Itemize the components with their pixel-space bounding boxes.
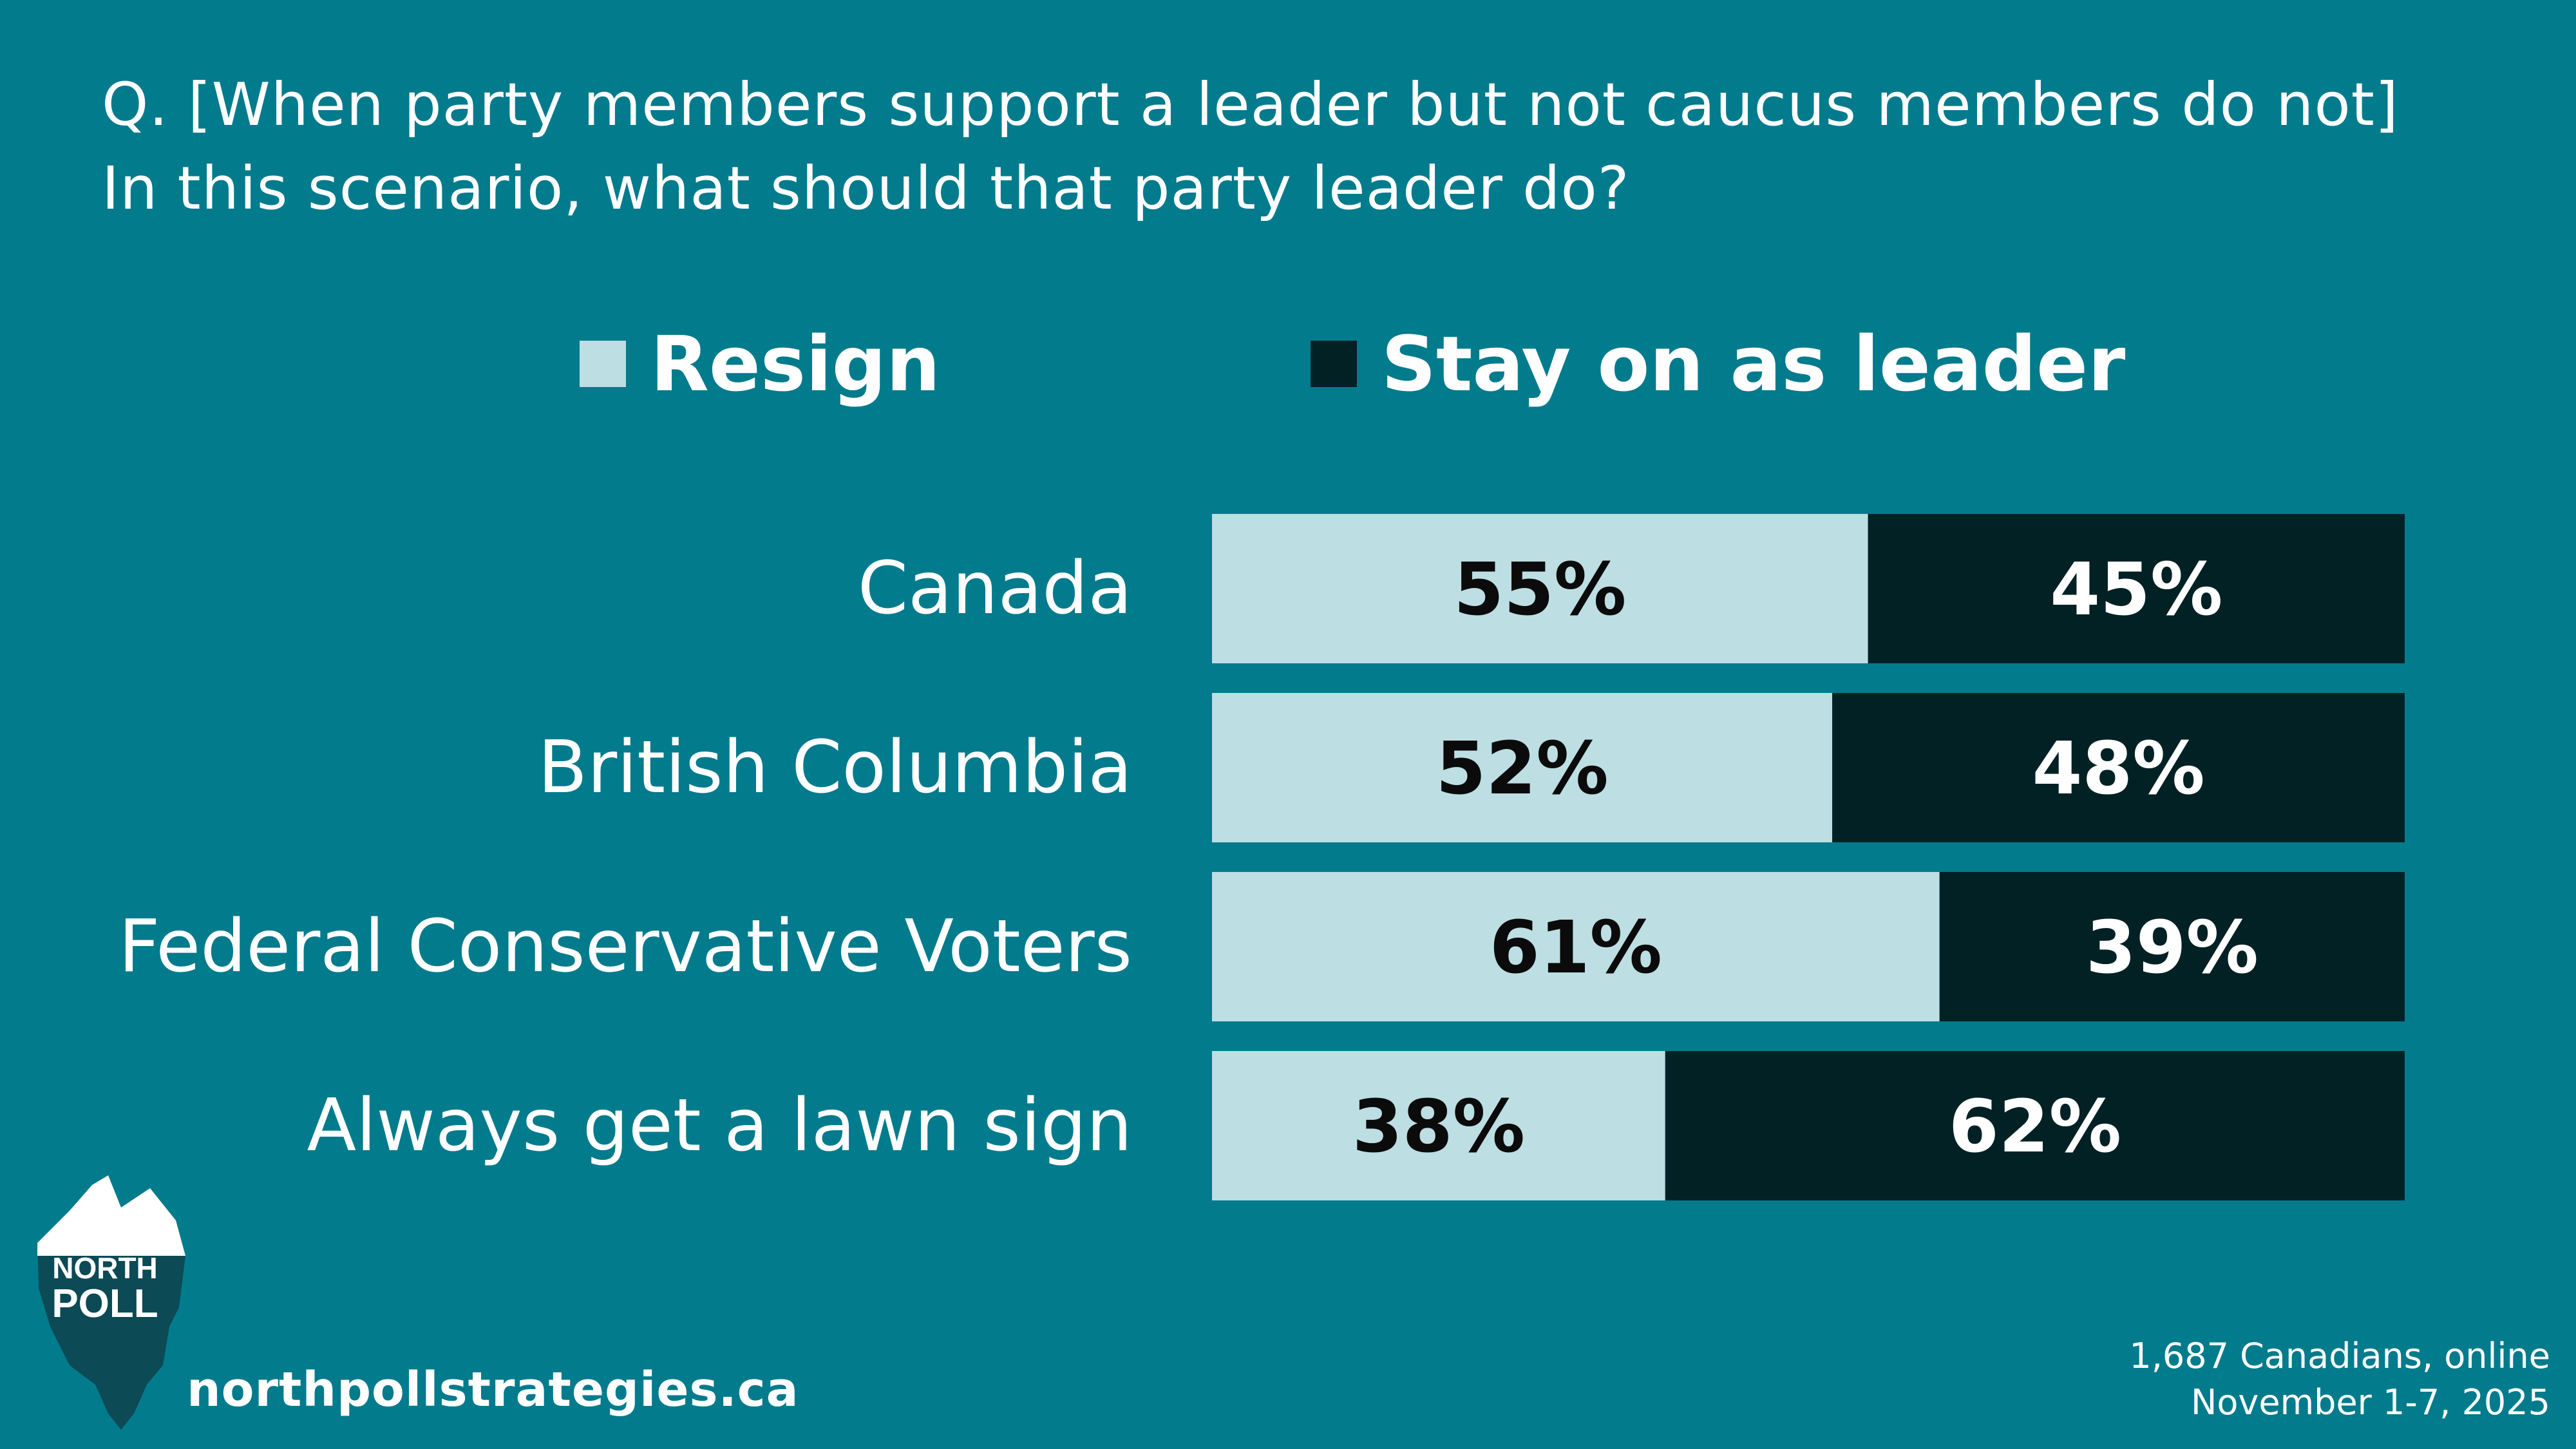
bar-segment-resign xyxy=(1212,872,1940,1021)
sample-line-2: November 1-7, 2025 xyxy=(2190,1382,2550,1423)
data-label-stay: 45% xyxy=(2050,548,2222,632)
bar-segment-resign xyxy=(1212,514,1868,663)
logo-text-poll: POLL xyxy=(52,1282,158,1326)
legend-label-resign: Resign xyxy=(650,319,941,408)
data-label-resign: 38% xyxy=(1352,1085,1525,1169)
data-label-resign: 52% xyxy=(1435,727,1608,811)
bar-segment-stay xyxy=(1665,1051,2405,1200)
sample-note: 1,687 Canadians, online November 1-7, 20… xyxy=(2129,1333,2550,1426)
category-label: Always get a lawn sign xyxy=(307,1084,1132,1168)
stacked-bar-chart: Canada 55% 45% British Columbia 52% 48% Federa… xyxy=(118,514,2405,1200)
bar-segment-resign xyxy=(1212,693,1833,842)
category-label: British Columbia xyxy=(538,726,1132,810)
bar-segment-resign xyxy=(1212,1051,1665,1200)
data-label-stay: 39% xyxy=(2086,906,2259,990)
question-title: Q. [When party members support a leader … xyxy=(102,63,2399,231)
north-poll-logo: NORTH POLL xyxy=(37,1175,185,1430)
website-link[interactable]: northpollstrategies.ca xyxy=(187,1362,799,1417)
data-label-resign: 61% xyxy=(1490,906,1662,990)
logo-text-north: NORTH xyxy=(52,1251,158,1285)
legend-item-resign: Resign xyxy=(580,319,940,409)
bar-segment-stay xyxy=(1868,514,2405,663)
legend-swatch-stay xyxy=(1311,341,1357,387)
bar-segment-stay xyxy=(1832,693,2405,842)
question-line-1: Q. [When party members support a leader … xyxy=(102,70,2399,139)
category-label: Federal Conservative Voters xyxy=(118,905,1132,989)
bar-segment-stay xyxy=(1939,872,2405,1021)
legend-label-stay: Stay on as leader xyxy=(1381,319,2126,408)
data-label-stay: 48% xyxy=(2032,727,2204,811)
sample-line-1: 1,687 Canadians, online xyxy=(2129,1336,2550,1376)
category-label: Canada xyxy=(858,547,1132,630)
legend-item-stay: Stay on as leader xyxy=(1311,319,2125,409)
legend-swatch-resign xyxy=(580,341,626,387)
iceberg-tip-icon xyxy=(37,1175,185,1256)
data-label-resign: 55% xyxy=(1454,548,1626,632)
question-line-2: In this scenario, what should that party… xyxy=(102,154,1630,223)
data-label-stay: 62% xyxy=(1949,1085,2121,1169)
